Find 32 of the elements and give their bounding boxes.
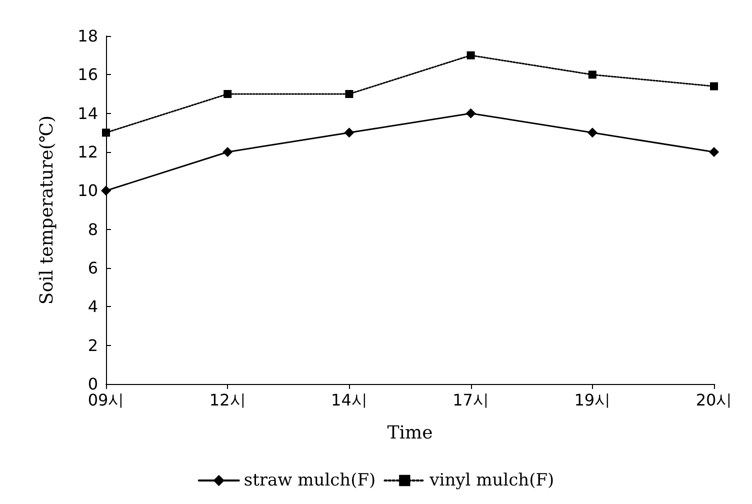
legend-label: vinyl mulch(F) — [428, 470, 554, 490]
y-tick-label: 0 — [88, 374, 98, 394]
y-tick-label: 2 — [88, 336, 98, 355]
y-tick-label: 14 — [78, 104, 98, 123]
point — [709, 147, 719, 157]
x-axis-title: Time — [387, 422, 433, 444]
point — [345, 90, 354, 98]
x-tick-label: 20시 — [696, 390, 732, 410]
y-tick-label: 18 — [78, 26, 98, 46]
y-axis-title: Soil temperature(℃) — [36, 115, 58, 305]
x-tick-label: 09시 — [88, 390, 124, 410]
x-tick-label: 12시 — [209, 390, 246, 410]
x-tick-label: 17시 — [452, 390, 489, 410]
y-tick-label: 16 — [78, 65, 98, 84]
y-tick-label: 10 — [78, 181, 98, 200]
point — [102, 128, 110, 137]
y-tick-label: 6 — [88, 258, 98, 278]
legend-label: straw mulch(F) — [244, 470, 376, 490]
x-tick-label: 19시 — [574, 390, 611, 410]
point — [588, 70, 596, 79]
point — [587, 128, 598, 138]
y-tick-label: 12 — [78, 142, 98, 162]
point — [222, 147, 233, 157]
x-tick-label: 14시 — [331, 390, 368, 410]
point — [101, 186, 111, 196]
y-tick-label: 4 — [88, 297, 98, 316]
point — [466, 108, 476, 118]
point — [344, 128, 354, 138]
point — [224, 90, 232, 98]
point — [466, 51, 475, 60]
y-tick-label: 8 — [88, 220, 98, 239]
point — [710, 82, 718, 90]
